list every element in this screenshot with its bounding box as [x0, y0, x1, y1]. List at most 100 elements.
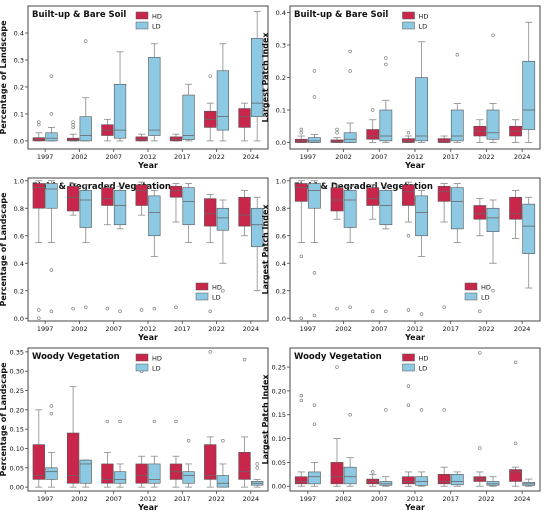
x-tick-label: 2012	[407, 495, 424, 503]
outlier-point	[371, 309, 375, 314]
outlier-point	[37, 120, 41, 124]
x-tick-label: 2012	[407, 153, 424, 161]
box-hd-1997	[294, 127, 308, 143]
box-hd-2024	[238, 102, 251, 142]
outlier-point	[419, 408, 424, 412]
box-hd-2007	[366, 184, 380, 314]
box-iqr	[79, 459, 92, 484]
chart-title: Woody Vegetation	[32, 352, 120, 362]
box-iqr	[522, 203, 536, 254]
outlier-point	[419, 312, 424, 316]
box-hd-2024	[509, 189, 522, 239]
box-hd-2022	[473, 119, 487, 143]
box-iqr	[294, 476, 308, 485]
legend-label-ld: LD	[481, 294, 490, 302]
box-iqr	[251, 207, 264, 248]
outlier-point	[442, 305, 446, 309]
outlier-point	[174, 305, 178, 309]
y-tick-label: 0.1	[14, 110, 24, 118]
legend-swatch-ld	[402, 21, 415, 30]
box-hd-1997	[32, 409, 45, 488]
x-axis-label: Year	[137, 333, 158, 342]
box-ld-2017	[182, 439, 195, 488]
box-ld-2024	[251, 196, 264, 292]
outlier-point	[312, 95, 317, 99]
x-tick-label: 2012	[407, 325, 424, 333]
box-hd-2017	[169, 183, 183, 309]
box-hd-2007	[101, 419, 114, 488]
y-tick-label: 0.3	[276, 42, 286, 50]
x-tick-label: 1997	[37, 325, 54, 333]
x-tick-label: 2002	[71, 325, 88, 333]
box-ld-2012	[148, 419, 161, 488]
box-iqr	[308, 137, 321, 143]
y-axis-label: Percentage of Landscape	[0, 20, 8, 135]
box-ld-2022	[486, 33, 500, 143]
legend-swatch-hd	[195, 282, 209, 291]
y-tick-label: 0.3	[14, 56, 24, 64]
box-iqr	[216, 475, 230, 488]
outlier-point	[491, 289, 495, 293]
box-iqr	[343, 190, 357, 228]
x-tick-label: 2012	[140, 495, 157, 503]
outlier-point	[371, 108, 375, 112]
legend-swatch-hd	[402, 353, 415, 362]
x-tick-label: 2017	[174, 153, 191, 161]
chart-title: Field & Degraded Vegetation	[294, 182, 433, 192]
y-axis-label: Largest Patch Index	[261, 374, 270, 465]
outlier-point	[118, 419, 122, 424]
outlier-point	[312, 403, 317, 407]
box-iqr	[135, 463, 148, 484]
x-tick-label: 2022	[478, 153, 495, 161]
box-ld-2002	[343, 49, 357, 143]
y-tick-label: 0.4	[14, 29, 24, 37]
box-hd-2017	[437, 183, 451, 309]
box-iqr	[509, 196, 522, 220]
box-ld-2022	[486, 476, 500, 487]
plot-frame	[27, 177, 269, 322]
box-iqr	[148, 195, 161, 237]
box-iqr	[169, 136, 183, 142]
chart-panel-2: Built-up & Bare Soil 0.0 0.1 0.2 0.3 0.4 Large…	[261, 5, 541, 170]
legend-label-hd: HD	[481, 284, 491, 292]
box-ld-2024	[522, 478, 536, 487]
box-iqr	[486, 481, 500, 486]
outlier-point	[513, 360, 518, 364]
y-axis-label: Percentage of Landscape	[0, 362, 8, 477]
legend-label-hd: HD	[152, 355, 162, 363]
box-iqr	[204, 444, 217, 480]
box-iqr	[379, 190, 393, 226]
outlier-point	[152, 306, 157, 311]
outlier-point	[71, 120, 75, 124]
outlier-point	[348, 305, 352, 309]
box-iqr	[415, 476, 428, 486]
legend-swatch-hd	[135, 11, 149, 20]
box-ld-2012	[148, 189, 161, 311]
outlier-point	[71, 306, 75, 311]
box-hd-2017	[169, 133, 183, 142]
box-iqr	[238, 108, 251, 128]
box-ld-2007	[113, 51, 127, 142]
chart-panel-3: Field & Degraded Vegetation 0.0 0.2 0.4 0.6 0…	[0, 177, 269, 342]
box-iqr	[473, 205, 487, 220]
box-iqr	[216, 207, 230, 231]
x-tick-label: 2017	[174, 495, 191, 503]
legend-swatch-hd	[402, 11, 415, 20]
box-ld-2024	[251, 10, 264, 142]
box-ld-2012	[415, 189, 428, 316]
box-iqr	[343, 466, 357, 485]
outlier-point	[478, 309, 482, 314]
legend-label-hd: HD	[419, 13, 429, 21]
outlier-point	[174, 419, 178, 424]
outlier-point	[221, 439, 225, 443]
x-tick-label: 2024	[514, 495, 531, 503]
outlier-point	[335, 365, 339, 369]
box-iqr	[113, 190, 127, 226]
legend-label-ld: LD	[152, 365, 161, 373]
box-iqr	[379, 481, 393, 486]
outlier-point	[406, 131, 411, 135]
outlier-point	[84, 39, 88, 43]
box-hd-2002	[66, 120, 80, 142]
box-ld-1997	[45, 180, 58, 314]
x-tick-label: 2007	[105, 495, 122, 503]
